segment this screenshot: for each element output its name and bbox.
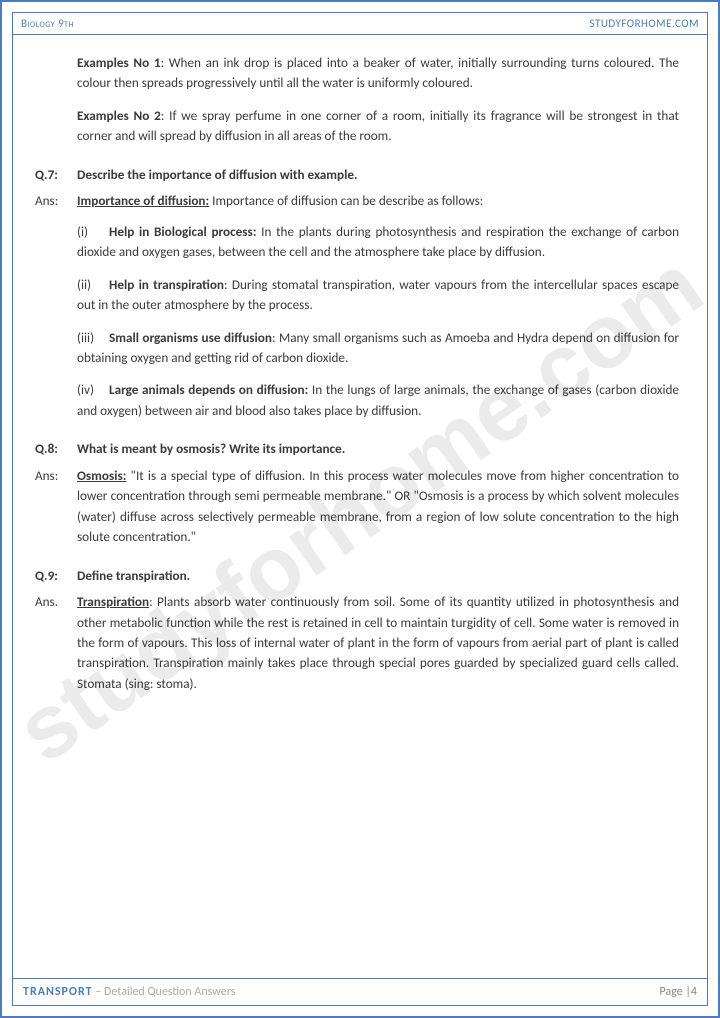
footer-title: TRANSPORT [23,985,93,999]
q9-row: Q.9:Define transpiration. [35,566,679,586]
header-right: STUDYFORHOME.COM [590,17,699,30]
q9-body: : Plants absorb water continuously from … [77,593,679,692]
q7-ans-label: Ans: [35,191,77,211]
q7-heading: Importance of diffusion: [77,192,209,209]
q7-p3n: (iii) [77,328,109,348]
example-2: Examples No 2: If we spray perfume in on… [77,106,679,147]
q8-text: What is meant by osmosis? Write its impo… [77,439,679,459]
q8-ans-text: Osmosis: "It is a special type of diffus… [77,466,679,548]
q8-ans-label: Ans: [35,466,77,548]
q9-ans: Ans.Transpiration: Plants absorb water c… [35,592,679,694]
q8-body: "It is a special type of diffusion. In t… [77,467,679,545]
q7-p1: (i)Help in Biological process: In the pl… [77,222,679,263]
footer-left: TRANSPORT – Detailed Question Answers [23,985,235,999]
q8-label: Q.8: [35,439,77,459]
q8-ans: Ans:Osmosis: "It is a special type of di… [35,466,679,548]
header-left: Biology 9th [21,17,74,30]
ex1-label: Examples No 1 [77,54,161,71]
q7-p4: (iv)Large animals depends on diffusion: … [77,380,679,421]
q8-row: Q.8:What is meant by osmosis? Write its … [35,439,679,459]
footer-sub: – Detailed Question Answers [93,985,236,999]
ex2-text: : If we spray perfume in one corner of a… [77,107,679,144]
page-frame: Biology 9th STUDYFORHOME.COM studyforhom… [0,0,720,1018]
ex2-label: Examples No 2 [77,107,161,124]
q9-heading: Transpiration [77,593,149,610]
inner-frame: Biology 9th STUDYFORHOME.COM studyforhom… [12,12,708,1006]
example-1: Examples No 1: When an ink drop is place… [77,53,679,94]
q7-label: Q.7: [35,165,77,185]
q7-p3b: Small organisms use diffusion [109,329,272,346]
q7-p1b: Help in Biological process: [109,223,256,240]
q9-ans-text: Transpiration: Plants absorb water conti… [77,592,679,694]
q7-text: Describe the importance of diffusion wit… [77,165,679,185]
footer-page: Page |4 [659,985,697,999]
q7-p1n: (i) [77,222,109,242]
q9-ans-label: Ans. [35,592,77,694]
q7-ans-text: Importance of diffusion: Importance of d… [77,191,679,211]
q7-ans: Ans:Importance of diffusion: Importance … [35,191,679,211]
content-body: Examples No 1: When an ink drop is place… [13,35,707,722]
q7-p2b: Help in transpiration [109,276,224,293]
q7-htext: Importance of diffusion can be describe … [209,192,483,209]
q7-p2: (ii)Help in transpiration: During stomat… [77,275,679,316]
q8-heading: Osmosis: [77,467,126,484]
q7-p2n: (ii) [77,275,109,295]
q7-p3: (iii)Small organisms use diffusion: Many… [77,328,679,369]
ex1-text: : When an ink drop is placed into a beak… [77,54,679,91]
q9-text: Define transpiration. [77,566,679,586]
q9-label: Q.9: [35,566,77,586]
q7-row: Q.7:Describe the importance of diffusion… [35,165,679,185]
q7-p4b: Large animals depends on diffusion: [109,381,308,398]
page-header: Biology 9th STUDYFORHOME.COM [13,13,707,35]
page-footer: TRANSPORT – Detailed Question Answers Pa… [13,978,707,1005]
q7-p4n: (iv) [77,380,109,400]
